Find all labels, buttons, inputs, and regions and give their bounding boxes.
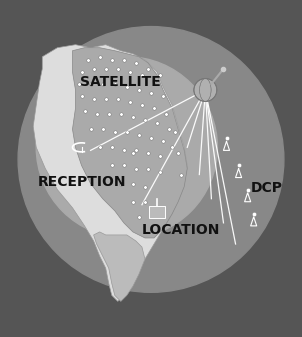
Circle shape [194,79,217,101]
Text: DCP: DCP [251,181,283,195]
Text: SATELLITE: SATELLITE [80,75,161,89]
Bar [149,206,165,218]
Text: RECEPTION: RECEPTION [37,175,126,189]
Polygon shape [94,232,145,301]
Text: LOCATION: LOCATION [142,223,220,237]
Circle shape [18,27,284,292]
Polygon shape [33,45,187,301]
Polygon shape [72,48,187,238]
Circle shape [36,57,217,238]
